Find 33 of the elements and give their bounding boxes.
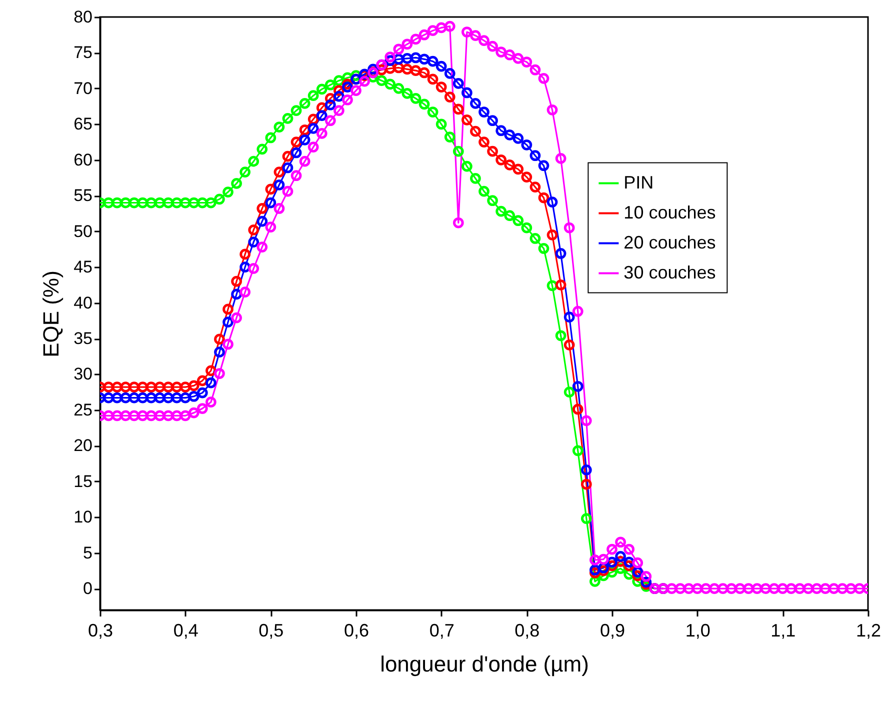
x-tick-label: 1,0	[685, 620, 710, 640]
y-tick-label: 75	[74, 43, 92, 62]
legend-label: 30 couches	[624, 262, 716, 282]
x-tick-label: 0,8	[514, 620, 540, 640]
y-tick-label: 40	[74, 293, 92, 312]
x-tick-label: 0,9	[600, 620, 626, 640]
legend-label: 10 couches	[624, 202, 716, 222]
legend-label: PIN	[624, 172, 654, 192]
y-axis-title: EQE (%)	[38, 270, 64, 358]
y-tick-label: 30	[74, 364, 92, 384]
x-tick-label: 1,2	[856, 620, 882, 640]
x-tick-label: 1,1	[770, 620, 796, 640]
x-tick-label: 0,3	[88, 620, 114, 640]
x-tick-label: 0,7	[429, 620, 454, 640]
x-tick-label: 0,5	[258, 620, 284, 640]
x-tick-label: 0,4	[173, 620, 198, 640]
y-tick-label: 5	[83, 543, 92, 562]
y-tick-label: 45	[74, 258, 92, 277]
y-tick-label: 50	[74, 222, 92, 241]
legend-label: 20 couches	[624, 232, 716, 252]
y-tick-label: 15	[74, 472, 92, 491]
y-tick-label: 65	[74, 114, 92, 134]
x-axis-title: longueur d'onde (µm)	[380, 652, 589, 676]
x-tick-label: 0,6	[344, 620, 370, 640]
y-tick-label: 55	[74, 186, 92, 206]
y-tick-label: 70	[74, 78, 92, 98]
y-tick-label: 35	[74, 329, 92, 348]
y-tick-label: 60	[74, 150, 92, 170]
y-tick-label: 25	[74, 400, 92, 420]
y-tick-label: 80	[74, 8, 92, 26]
y-tick-label: 10	[74, 508, 92, 527]
y-tick-label: 20	[74, 436, 92, 456]
y-tick-label: 0	[83, 579, 92, 598]
